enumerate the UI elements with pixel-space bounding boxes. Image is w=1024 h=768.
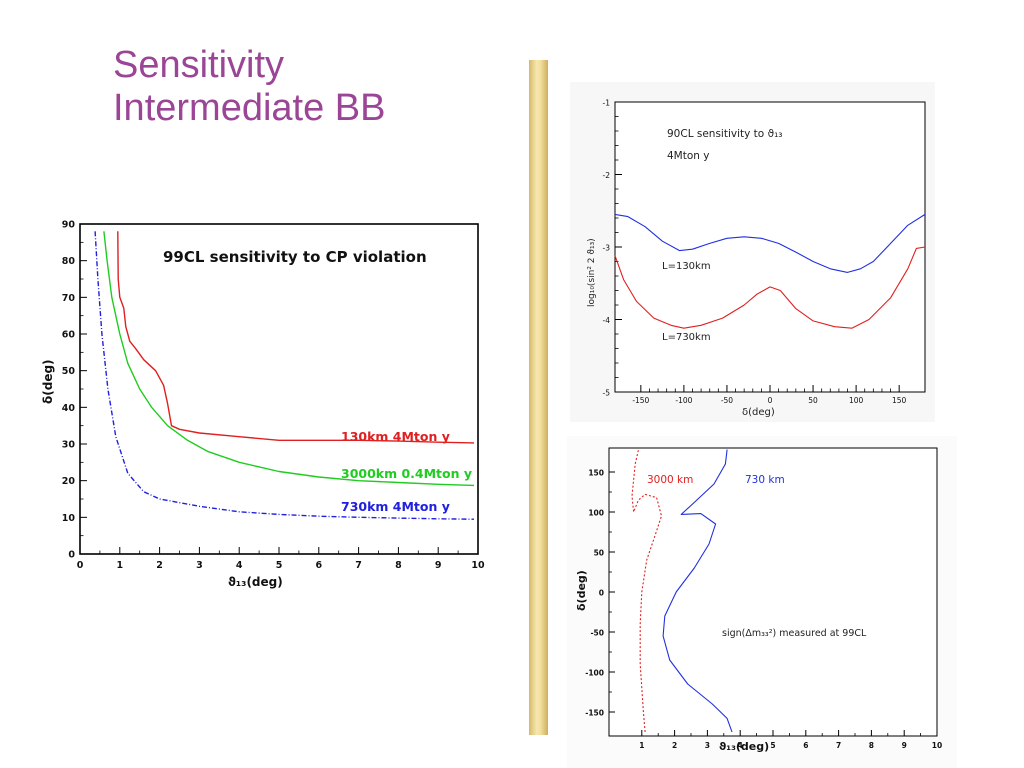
y-axis-label: log₁₀(sin² 2 ϑ₁₃) — [587, 238, 597, 307]
y-tick-label: -1 — [603, 99, 611, 108]
x-tick-label: 3 — [196, 560, 203, 571]
y-tick-label: 90 — [62, 220, 76, 231]
y-tick-label: -2 — [603, 171, 611, 180]
y-tick-label: 50 — [594, 549, 604, 558]
y-tick-label: -4 — [603, 316, 611, 325]
y-tick-label: 10 — [62, 513, 76, 524]
x-tick-label: 100 — [849, 396, 864, 405]
series-label-3000km: 3000km 0.4Mton y — [341, 466, 472, 481]
series-label-130km: 130km 4Mton y — [341, 429, 450, 444]
series-line-l-130km — [614, 213, 926, 273]
slide-title-line1: Sensitivity — [113, 44, 285, 86]
x-tick-label: 2 — [156, 560, 163, 571]
series-label-730km: 730km 4Mton y — [341, 499, 450, 514]
theta13-sensitivity-chart-svg: -150 -100 -50 0 50 100 150 -5 -4 -3 -2 -1 90CL sens… — [587, 99, 926, 418]
plot-frame — [608, 447, 938, 737]
mass-hierarchy-chart: 1 2 3 4 5 6 7 8 9 10 -150 -100 -50 0 50 100 150 3000 km … — [567, 436, 957, 768]
x-tick-label: -100 — [675, 396, 692, 405]
x-tick-label: 8 — [395, 560, 402, 571]
x-axis-label: ϑ₁₃(deg) — [228, 575, 283, 589]
chart-title: 99CL sensitivity to CP violation — [163, 248, 427, 266]
series-line-3000-km — [631, 449, 663, 733]
x-tick-label: 1 — [116, 560, 123, 571]
plot-frame — [614, 101, 926, 393]
decorative-divider-bar — [529, 60, 548, 735]
y-tick-label: 100 — [588, 509, 604, 518]
x-tick-label: 9 — [435, 560, 442, 571]
x-tick-label: 6 — [315, 560, 322, 571]
x-tick-label: -150 — [632, 396, 649, 405]
y-tick-label: 40 — [62, 403, 76, 414]
slide-title-line2: Intermediate BB — [113, 87, 386, 129]
series-label-l130: L=130km — [662, 261, 711, 272]
x-tick-label: 7 — [355, 560, 362, 571]
series-line-3000km-0-4mton-y — [103, 231, 475, 487]
y-tick-label: 20 — [62, 476, 76, 487]
x-axis-label: δ(deg) — [742, 407, 775, 418]
x-tick-label: 0 — [768, 396, 773, 405]
y-tick-label: 80 — [62, 256, 76, 267]
x-tick-label: 4 — [236, 560, 243, 571]
series-label-l730: L=730km — [662, 332, 711, 343]
x-tick-label: 10 — [471, 560, 485, 571]
y-tick-label: 70 — [62, 293, 76, 304]
y-tick-label: 150 — [588, 469, 604, 478]
x-tick-label: 10 — [932, 741, 942, 750]
x-tick-label: -50 — [721, 396, 733, 405]
x-tick-label: 150 — [892, 396, 907, 405]
x-tick-label: 5 — [770, 741, 775, 750]
y-axis-label: δ(deg) — [575, 570, 588, 611]
y-axis-label: δ(deg) — [41, 359, 55, 404]
chart-title-line1: 90CL sensitivity to ϑ₁₃ — [667, 128, 783, 140]
x-tick-label: 4 — [738, 741, 743, 750]
series-line-l-730km — [614, 246, 926, 329]
y-tick-label: -3 — [603, 244, 611, 253]
x-axis-label: ϑ₁₃(deg) — [719, 740, 769, 753]
series-label-3000km: 3000 km — [647, 474, 693, 486]
x-tick-label: 0 — [77, 560, 84, 571]
y-tick-label: 30 — [62, 440, 76, 451]
y-tick-label: 0 — [68, 550, 75, 561]
x-tick-label: 9 — [902, 741, 907, 750]
y-tick-label: -100 — [585, 669, 604, 678]
slide-title: Sensitivity Intermediate BB — [113, 44, 385, 130]
x-tick-label: 50 — [808, 396, 818, 405]
x-tick-label: 8 — [869, 741, 874, 750]
theta13-sensitivity-chart: -150 -100 -50 0 50 100 150 -5 -4 -3 -2 -1 90CL sens… — [570, 82, 935, 422]
x-tick-label: 3 — [705, 741, 710, 750]
y-tick-label: 60 — [62, 330, 76, 341]
series-line-730km-4mton-y — [94, 231, 475, 520]
x-tick-label: 5 — [276, 560, 283, 571]
x-tick-label: 7 — [836, 741, 841, 750]
y-tick-label: 0 — [599, 589, 604, 598]
y-tick-label: -50 — [590, 629, 604, 638]
series-line-730-km — [662, 449, 733, 733]
x-tick-label: 1 — [639, 741, 644, 750]
x-tick-label: 2 — [672, 741, 677, 750]
series-label-730km: 730 km — [745, 474, 785, 486]
series-line-130km-4mton-y — [117, 231, 475, 444]
cp-violation-chart-svg: 0 1 2 3 4 5 6 7 8 9 10 0 10 20 30 40 50 60 70 80 90 99CL sen… — [41, 220, 485, 590]
y-tick-label: 50 — [62, 366, 76, 377]
y-tick-label: -150 — [585, 709, 604, 718]
cp-violation-chart: 0 1 2 3 4 5 6 7 8 9 10 0 10 20 30 40 50 60 70 80 90 99CL sen… — [38, 214, 486, 589]
chart-title-line2: 4Mton y — [667, 150, 710, 162]
chart-annotation: sign(Δm₃₃²) measured at 99CL — [722, 628, 867, 639]
y-tick-label: -5 — [603, 389, 611, 398]
x-tick-label: 6 — [803, 741, 808, 750]
